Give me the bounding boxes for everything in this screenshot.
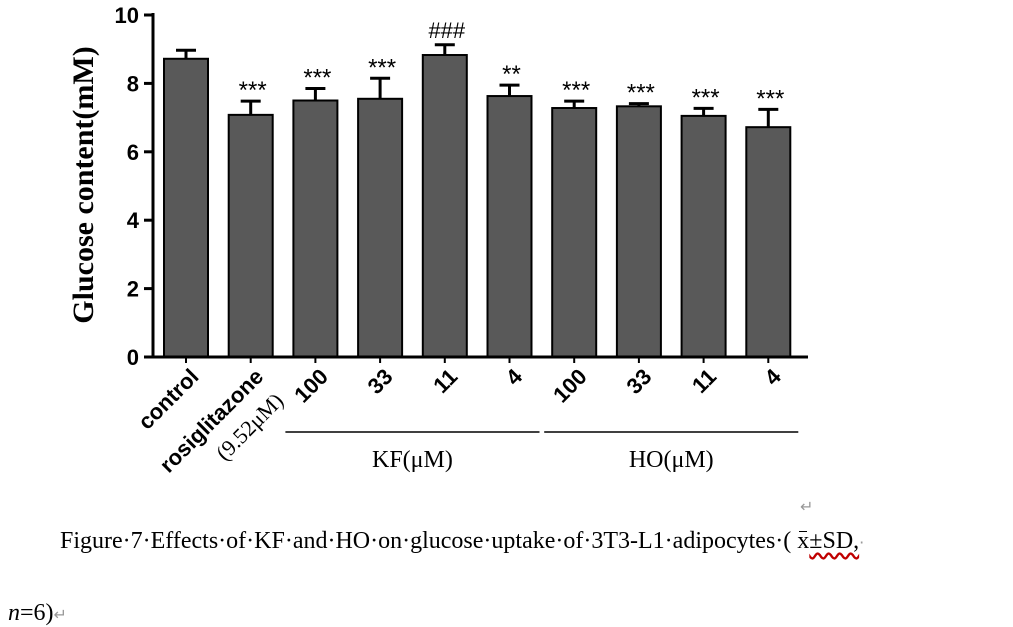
y-tick-label-8: 8 [127,71,139,96]
sd-text: ±SD, [809,528,860,554]
bar-chart: *** *** ***###***** *** *** *** 0246810contro… [67,3,808,477]
x-bar-symbol: x [797,528,810,554]
bar-4 [421,54,468,358]
significance-label-8: *** [692,84,720,111]
bar-6 [551,107,598,358]
x-tick-label-6: 100 [548,364,592,408]
mean-sd-notation: x±SD, [797,528,859,554]
significance-label-5: ** [502,61,521,88]
group-label-0: KF(μM) [372,447,453,473]
x-tick-label-2: 100 [289,364,333,408]
bar-0 [163,57,209,358]
n-value: =6) [20,600,54,626]
x-tick-label-8: 11 [687,364,721,398]
bar-1 [227,113,274,358]
significance-label-2: *** [303,65,331,92]
figure-caption: Figure·7·Effects·of·KF·and·HO·on·glucose… [60,528,864,555]
group-label-1: HO(μM) [629,447,714,473]
bar-9 [745,126,792,359]
paragraph-mark-2: ↵ [53,605,67,624]
x-tick-label-3: 33 [363,364,398,399]
paragraph-mark: ↵ [800,497,814,516]
bar-8 [680,114,727,358]
significance-label-6: *** [562,77,590,104]
significance-label-9: *** [756,85,784,112]
x-tick-label-7: 33 [621,364,656,399]
n-symbol: n [8,600,20,626]
x-tick-label-5: 4 [501,363,528,390]
x-tick-label-4: 11 [428,364,462,398]
caption-text: Figure·7·Effects·of·KF·and·HO·on·glucose… [60,528,798,554]
significance-label-1: *** [239,77,267,104]
significance-label-3: *** [368,54,396,81]
bar-3 [357,97,404,358]
bar-2 [292,99,339,358]
y-tick-label-10: 10 [115,3,139,28]
bar-5 [486,95,533,359]
y-tick-label-2: 2 [127,277,139,302]
figure-caption-line2: n=6)↵ [8,600,67,627]
significance-label-7: *** [627,80,655,107]
y-axis-label: Glucose content(mM) [67,46,100,323]
y-tick-label-0: 0 [127,345,139,370]
bars-layer: *** *** ***###***** *** *** *** [163,18,792,359]
space-mark: · [859,533,865,552]
x-tick-label-9: 4 [759,363,786,390]
y-tick-label-6: 6 [127,140,139,165]
significance-label-4: ### [428,18,465,43]
y-tick-label-4: 4 [127,208,140,233]
bar-7 [615,105,662,359]
